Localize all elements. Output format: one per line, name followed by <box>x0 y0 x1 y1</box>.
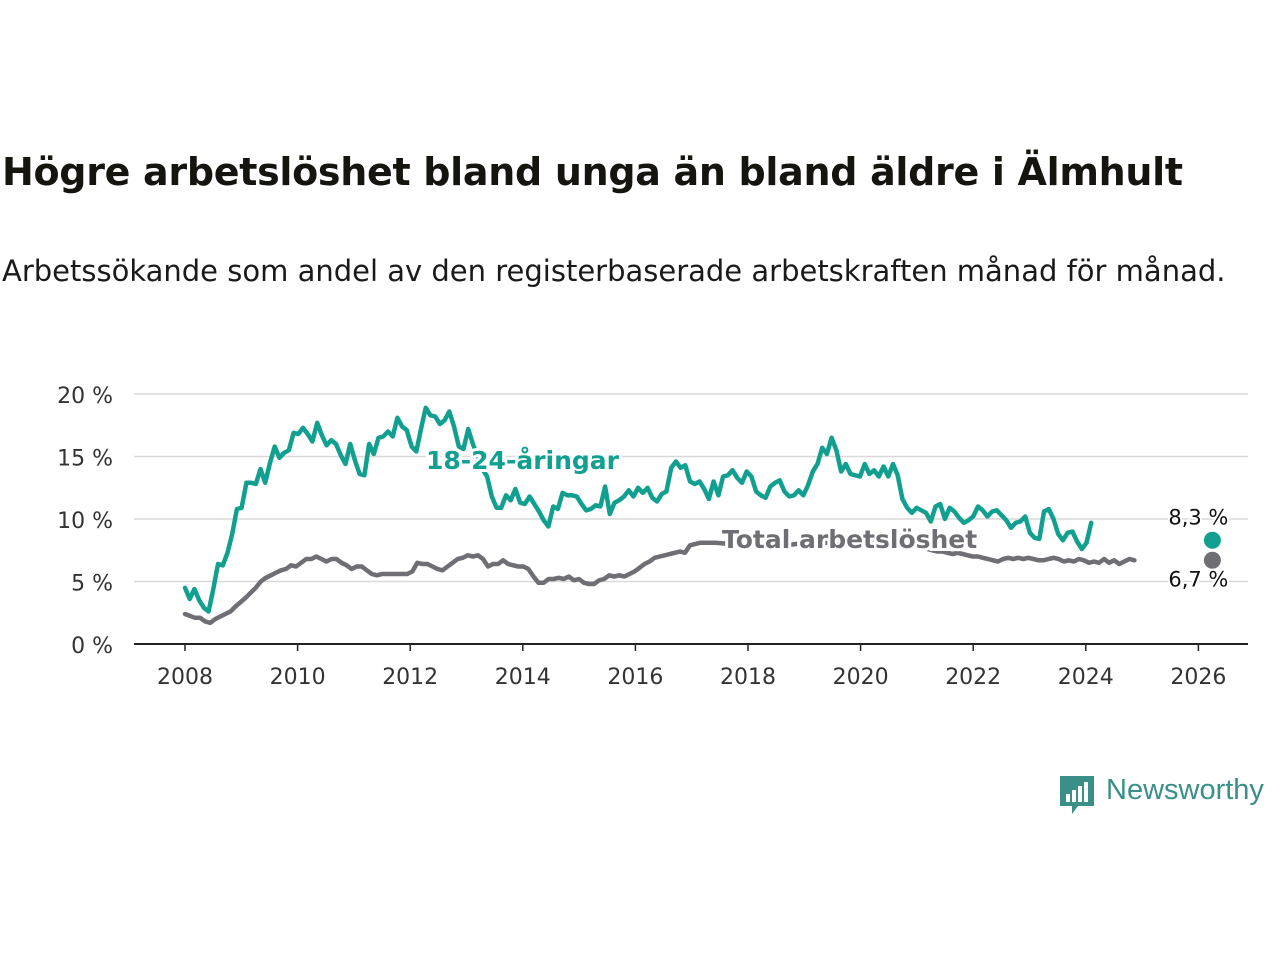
y-tick-label: 10 % <box>57 509 113 534</box>
youth-end-label: 8,3 % <box>1168 505 1228 529</box>
youth-series-label: 18-24-åringar <box>426 446 620 475</box>
x-tick-label: 2012 <box>382 665 438 690</box>
newsworthy-logo-text: Newsworthy <box>1106 774 1264 806</box>
chart-title: Högre arbetslöshet bland unga än bland ä… <box>2 150 1183 194</box>
newsworthy-logo-icon <box>1060 776 1094 814</box>
y-axis-ticks: 0 % 5 % 10 % 15 % 20 % <box>57 384 113 659</box>
series-lines <box>182 405 1137 626</box>
x-tick-label: 2018 <box>720 665 776 690</box>
youth-end-point <box>1203 531 1221 549</box>
y-tick-label: 5 % <box>71 572 113 597</box>
y-tick-label: 15 % <box>57 447 113 472</box>
series-line-youth <box>182 405 1094 614</box>
x-tick-label: 2026 <box>1170 665 1226 690</box>
chart-subtitle: Arbetssökande som andel av den registerb… <box>2 254 1226 288</box>
x-axis-ticks: 2008 2010 2012 2014 2016 2018 2020 2022 2024 2026 <box>157 644 1226 690</box>
y-tick-label: 20 % <box>57 384 113 409</box>
x-tick-label: 2014 <box>495 665 551 690</box>
line-chart: 0 %5 %10 %15 %20 % 2008 2010 2012 2014 2016 2… <box>57 384 1248 690</box>
total-series-label: Total arbetslöshet <box>722 525 977 554</box>
series-line-total <box>182 539 1137 626</box>
x-tick-label: 2016 <box>607 665 663 690</box>
y-tick-label: 0 % <box>71 634 113 659</box>
x-tick-label: 2008 <box>157 665 213 690</box>
series-labels: 8,3 % 6,7 % 18-24-åringar Total arbetslöshe… <box>423 443 1230 593</box>
x-tick-label: 2022 <box>945 665 1001 690</box>
total-end-point <box>1203 551 1221 569</box>
total-end-label: 6,7 % <box>1168 567 1228 591</box>
x-tick-label: 2010 <box>270 665 326 690</box>
gridlines <box>134 393 1248 645</box>
x-tick-label: 2024 <box>1058 665 1114 690</box>
x-tick-label: 2020 <box>833 665 889 690</box>
newsworthy-logo[interactable]: Newsworthy <box>1058 772 1278 818</box>
